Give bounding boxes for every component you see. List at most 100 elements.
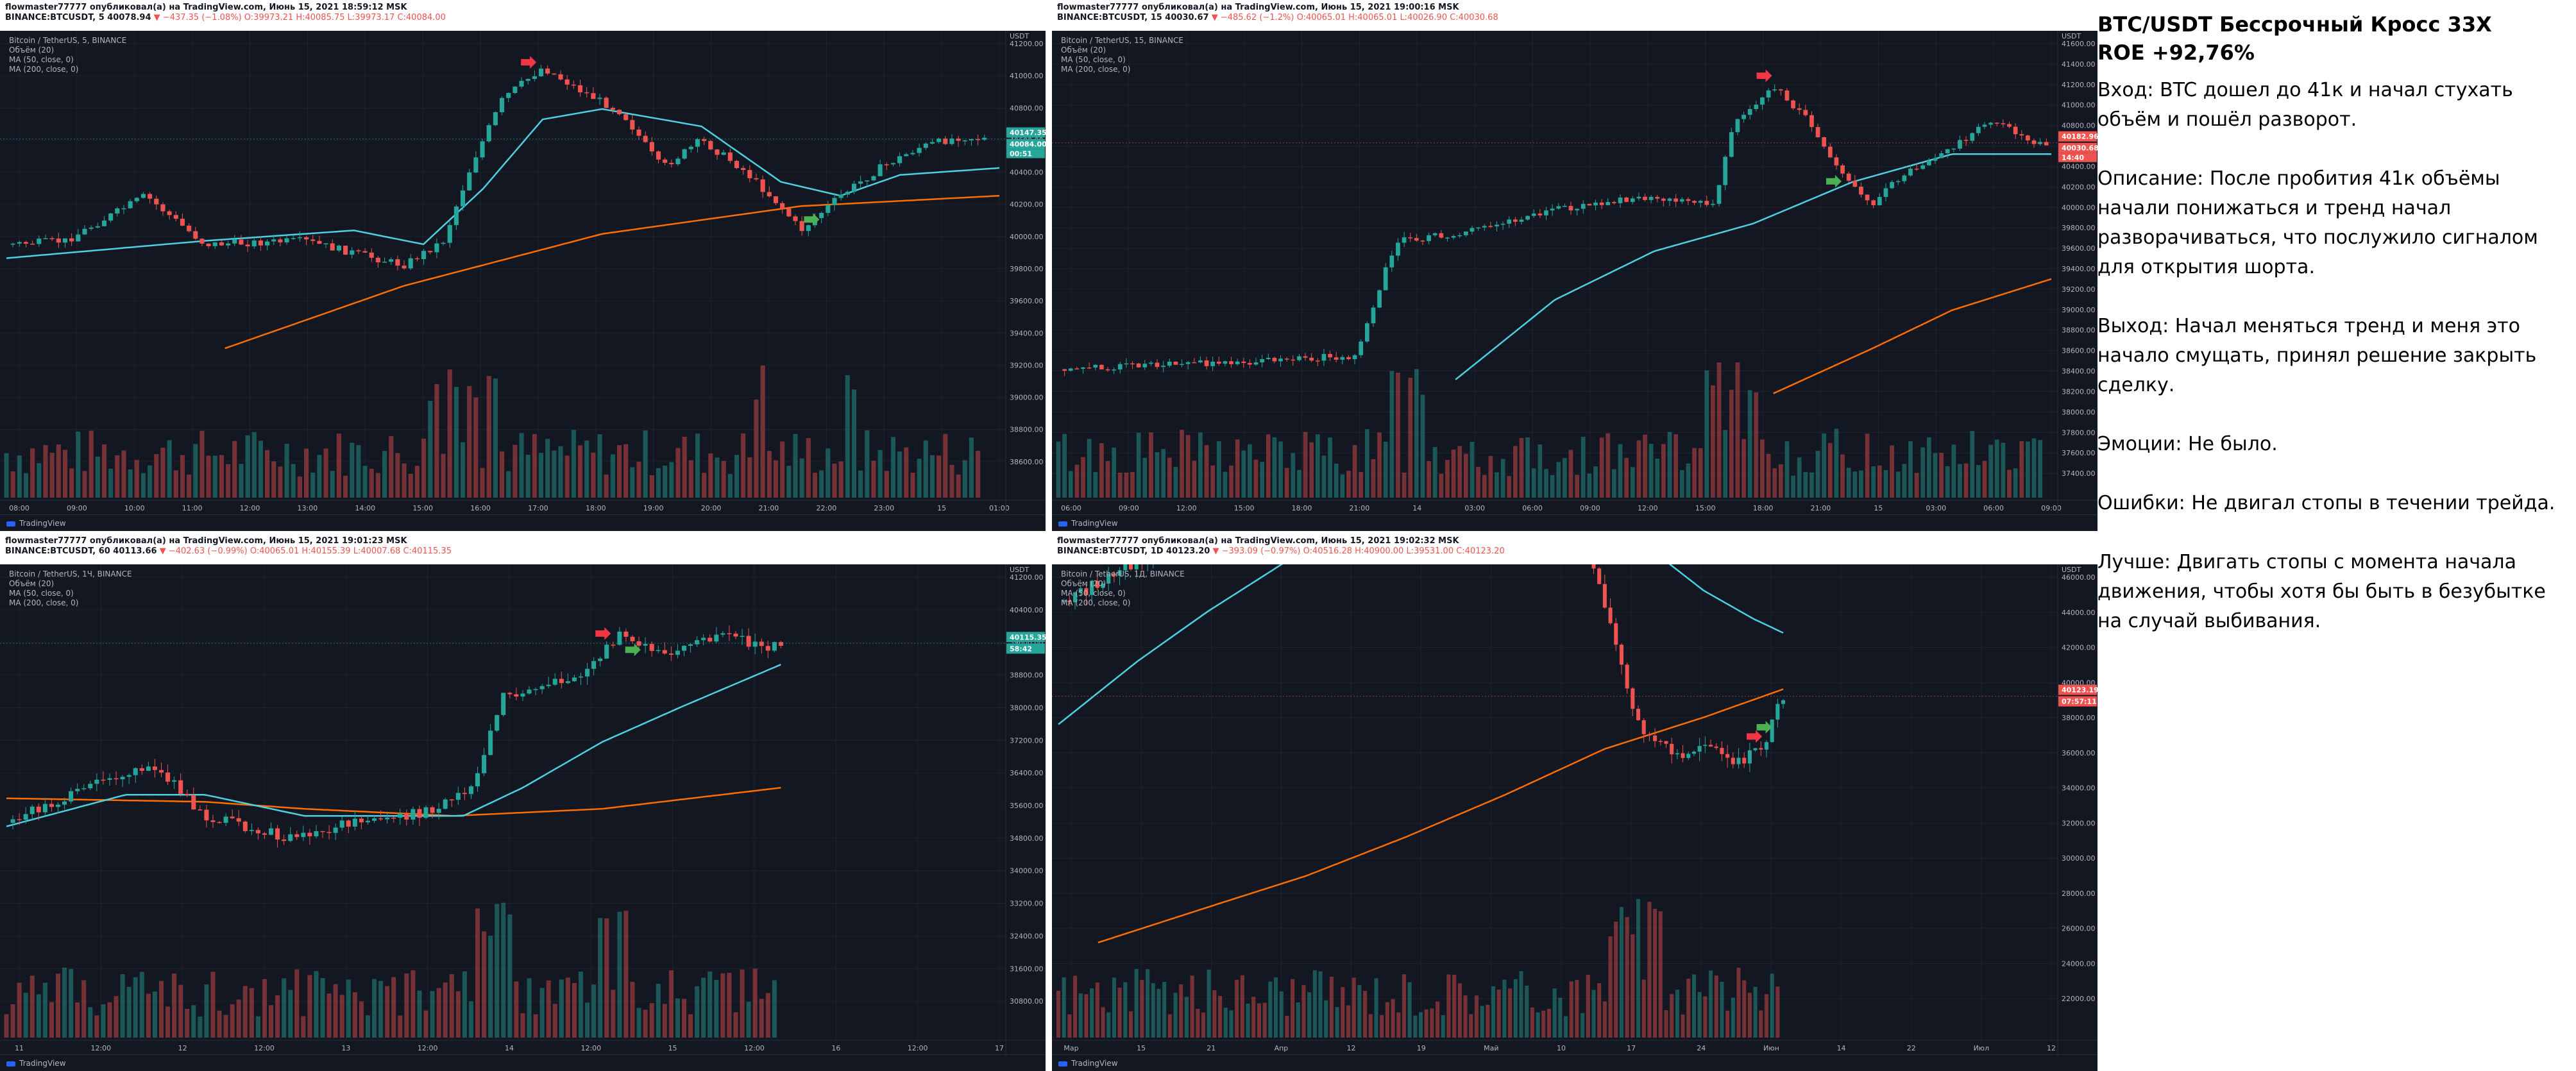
candle-body [1204,360,1209,366]
candle-body [643,644,648,646]
volume-bar [1488,456,1493,498]
y-axis-tick: 41000.00 [1010,72,1044,80]
candle-body [1720,748,1724,754]
countdown-label: 40030.68 [2062,144,2097,153]
volume-bar [1198,432,1203,498]
chart-area[interactable]: 41600.00 41400.00 41200.00 41000.00 40800.00… [1052,31,2097,514]
symbol: BINANCE:BTCUSDT, 60 40113.66 [5,546,157,556]
candle-body [1112,369,1117,371]
volume-bar [1284,468,1289,498]
candle-body [1470,228,1475,232]
candle-body [532,76,537,80]
indicator-legend[interactable]: Bitcoin / TetherUS, 5, BINANCE Объём (20)… [9,36,126,74]
candle-body [359,818,364,823]
ma50-line [1455,153,2051,380]
candle-body [1123,564,1128,571]
volume-bar [402,463,407,498]
chart-area[interactable]: 41200.00 40400.00 39600.00 38800.00 38000.00… [0,564,1046,1054]
volume-bar [1958,464,1962,498]
volume-bar [1396,373,1400,498]
y-axis-tick: 37600.00 [2062,449,2096,457]
volume-bar [1383,441,1388,498]
chart-area[interactable]: 41200.0041000.0040800.0040600.0040400.00… [0,31,1046,514]
y-axis-tick: 39000.00 [1010,394,1044,402]
x-axis-tick: 03:00 [1926,504,1946,512]
candle-body [539,686,545,689]
candle-body [1340,357,1345,360]
volume-bar [1268,981,1273,1038]
indicator-legend[interactable]: Bitcoin / TetherUS, 15, BINANCE Объём (20… [1061,36,1183,74]
candle-body [662,650,667,654]
candle-body [307,832,312,837]
volume-bar [584,441,589,498]
volume-bar [604,918,609,1038]
volume-bar [1643,434,1647,498]
volume-bar [1720,981,1724,1038]
x-axis-tick: 12:00 [240,504,260,512]
candle-body [649,644,654,652]
candle-body [191,795,196,810]
ma200-line [225,194,1000,350]
volume-bar [1248,444,1252,498]
volume-bar [339,995,344,1038]
chart-panel-1h[interactable]: flowmaster77777 опубликовал(а) на Tradin… [0,534,1046,1071]
volume-bar [317,455,322,498]
candle-body [430,807,435,813]
volume-bar [2019,441,2024,498]
candle-body [584,92,589,94]
volume-bar [1670,994,1674,1038]
x-axis-tick: 12:00 [908,1044,928,1052]
volume-bar [23,993,28,1038]
candle-body [128,201,133,208]
chart-panel-1d[interactable]: flowmaster77777 опубликовал(а) на Tradin… [1052,534,2097,1071]
grid [1052,564,2058,1040]
volume-bar [662,1004,667,1038]
volume-bar [688,1014,693,1038]
volume-bar [346,979,351,1038]
ohlc-values: O:39973.21 H:40085.75 L:39973.17 C:40084… [244,13,446,22]
volume-bar [741,433,746,498]
x-axis-tick: 18:00 [586,504,606,512]
volume-bar [578,971,584,1038]
candle-body [727,633,732,634]
indicator-legend[interactable]: Bitcoin / TetherUS, 1Д, BINANCE Объём (20… [1061,569,1185,608]
volume-bar [1871,466,1876,498]
y-axis-tick: 30800.00 [1010,997,1044,1006]
candle-body [1167,361,1172,366]
candle-body [1377,290,1382,308]
candle-body [721,152,726,155]
candle-body [949,139,954,144]
chart-panel-15m[interactable]: flowmaster77777 опубликовал(а) на Tradin… [1052,0,2097,531]
candle-body [1081,367,1085,369]
volume-bar [1476,467,1480,498]
candle-body [564,79,570,85]
chart-area[interactable]: 46000.00 44000.00 42000.00 40000.00 38000.00… [1052,564,2097,1054]
price-chart-svg: 41200.0040400.0039600.0038800.0038000.00… [0,564,1046,1054]
candle-body [398,813,403,818]
volume-bar [493,378,498,498]
candle-body [36,806,41,813]
candle-body [1297,356,1301,360]
candle-body [1612,202,1616,203]
candle-body [294,834,300,838]
candle-body [520,693,525,697]
candle-body [1970,133,1975,141]
volume-bar [793,434,798,498]
chart-panel-5m[interactable]: flowmaster77777 опубликовал(а) на Tradin… [0,0,1046,531]
volume-bar [1446,974,1451,1038]
volume-bar [1716,362,1722,498]
countdown-label-2: 14:40 [2062,154,2084,162]
x-axis-tick: 01:00 [989,504,1010,512]
candle-body [1090,580,1094,595]
candle-body [1988,122,1993,125]
tradingview-logo-icon [1058,1061,1067,1067]
candle-body [1495,224,1499,227]
x-axis-tick: 17 [995,1044,1004,1052]
volume-bar [352,992,357,1038]
indicator-legend[interactable]: Bitcoin / TetherUS, 1Ч, BINANCE Объём (20… [9,569,132,608]
volume-bar [759,999,764,1038]
volume-bar [1112,447,1117,498]
candle-body [42,804,47,813]
volume-bar [1207,969,1211,1038]
volume-bar [356,444,361,498]
